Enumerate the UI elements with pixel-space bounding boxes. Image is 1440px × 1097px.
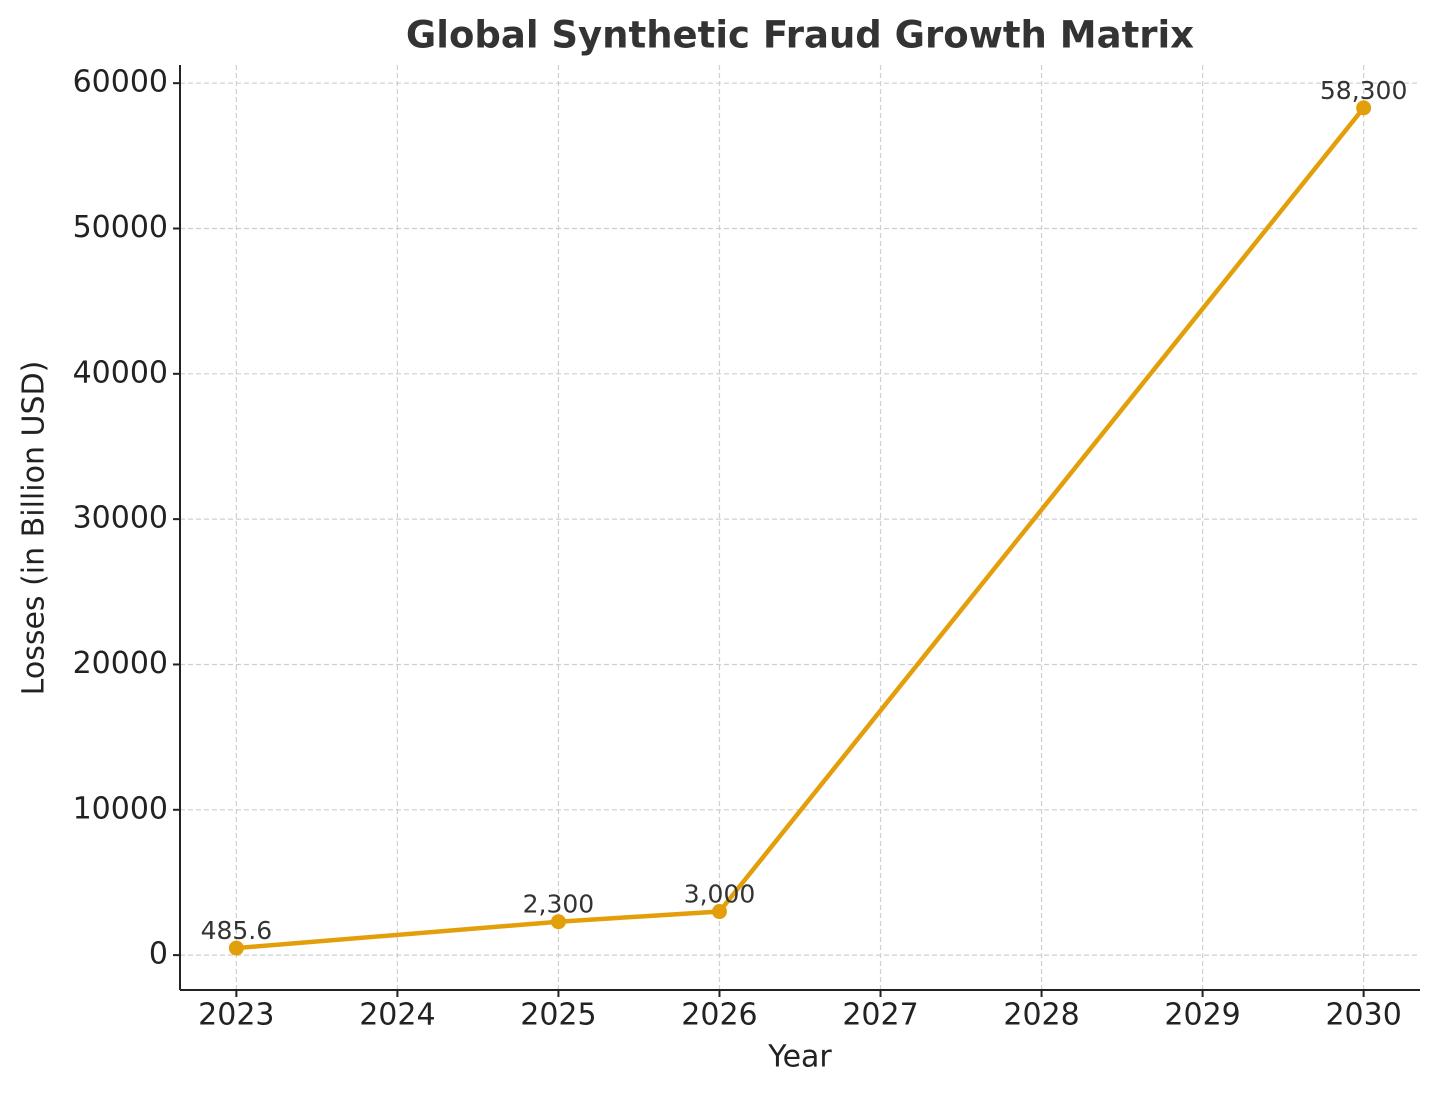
y-tick-label: 60000 (73, 65, 168, 100)
data-label: 2,300 (523, 890, 595, 919)
point (1356, 100, 1372, 116)
y-tick-label: 20000 (73, 646, 168, 681)
x-tick-label: 2030 (1325, 998, 1401, 1033)
data-label: 485.6 (201, 916, 273, 945)
x-tick-label: 2029 (1164, 998, 1240, 1033)
x-tick-label: 2025 (520, 998, 596, 1033)
x-tick-label: 2027 (842, 998, 918, 1033)
point (711, 904, 727, 920)
line (236, 106, 1366, 951)
data-label: 3,000 (684, 880, 756, 909)
point (550, 914, 566, 930)
x-tick-label: 2023 (198, 998, 274, 1033)
x-tick-label: 2026 (681, 998, 757, 1033)
y-tick-label: 40000 (73, 355, 168, 390)
y-tick-label: 0 (149, 937, 168, 972)
point (228, 940, 244, 956)
y-axis-label: Losses (in Billion USD) (17, 361, 52, 696)
y-tick-label: 50000 (73, 210, 168, 245)
data-label: 58,300 (1320, 76, 1407, 105)
x-tick-label: 2028 (1003, 998, 1079, 1033)
x-axis-label: Year (767, 1040, 832, 1075)
chart-title: Global Synthetic Fraud Growth Matrix (406, 14, 1194, 57)
y-tick-label: 10000 (73, 791, 168, 826)
y-tick-label: 30000 (73, 501, 168, 536)
x-tick-label: 2024 (359, 998, 435, 1033)
